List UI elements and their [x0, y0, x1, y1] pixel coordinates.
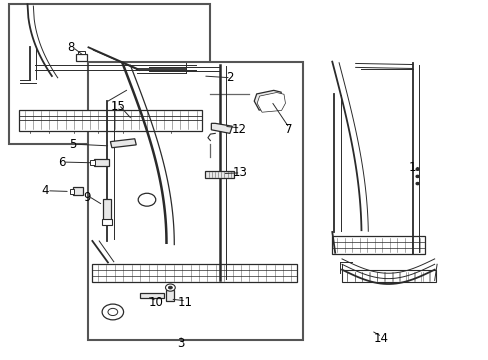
Text: 6: 6 [58, 156, 65, 168]
Polygon shape [110, 139, 136, 148]
Bar [88, 62, 303, 339]
Circle shape [108, 309, 118, 316]
Text: 3: 3 [177, 337, 184, 350]
Polygon shape [254, 90, 282, 110]
Bar [70, 189, 74, 194]
Bar [140, 293, 163, 298]
Text: 10: 10 [148, 296, 163, 309]
Text: 7: 7 [284, 123, 291, 136]
Bar [94, 159, 109, 166]
Circle shape [415, 175, 418, 177]
Text: 2: 2 [225, 71, 233, 84]
Bar [19, 110, 202, 131]
Bar [166, 290, 174, 301]
Text: 11: 11 [177, 296, 192, 309]
Circle shape [168, 286, 172, 289]
Bar [205, 171, 233, 178]
Bar [92, 264, 297, 282]
Bar [341, 270, 435, 282]
Polygon shape [257, 93, 285, 112]
Text: 13: 13 [232, 166, 246, 179]
Text: 5: 5 [69, 138, 77, 150]
Bar [78, 51, 85, 54]
Text: 12: 12 [232, 123, 246, 136]
Circle shape [138, 193, 156, 206]
Text: 1: 1 [408, 161, 416, 174]
Text: 9: 9 [83, 192, 91, 204]
Polygon shape [211, 123, 232, 134]
Circle shape [415, 168, 418, 170]
Bar [73, 187, 82, 195]
Text: 15: 15 [110, 100, 125, 113]
Circle shape [415, 183, 418, 185]
Bar [331, 236, 424, 253]
Text: 14: 14 [373, 332, 388, 345]
Bar [90, 160, 95, 165]
Text: 4: 4 [41, 184, 49, 197]
Bar [103, 199, 111, 220]
Bar [102, 219, 112, 225]
Circle shape [165, 284, 175, 291]
Bar [9, 4, 210, 144]
Text: 8: 8 [67, 41, 75, 54]
Bar [76, 54, 87, 61]
Circle shape [102, 304, 123, 320]
